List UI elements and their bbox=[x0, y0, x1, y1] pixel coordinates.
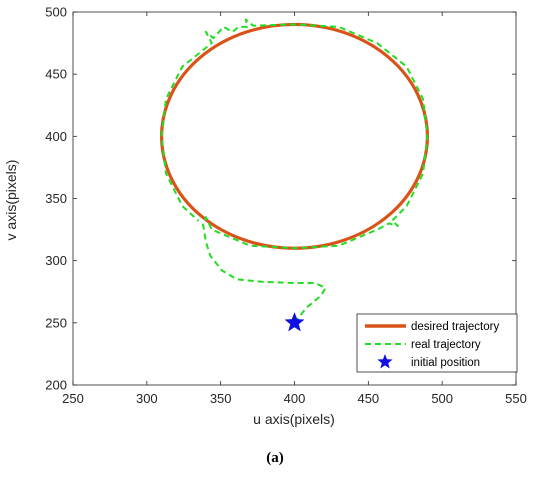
plot-traces bbox=[160, 18, 429, 332]
y-tick-label: 500 bbox=[45, 5, 67, 20]
x-tick-label: 450 bbox=[357, 391, 379, 406]
x-axis-label: u axis(pixels) bbox=[253, 411, 335, 427]
y-tick-label: 450 bbox=[45, 67, 67, 82]
figure-caption: (a) bbox=[266, 450, 284, 466]
initial-position-marker bbox=[284, 312, 305, 332]
y-tick-label: 200 bbox=[45, 378, 67, 393]
y-tick-label: 350 bbox=[45, 191, 67, 206]
legend-label-initial: initial position bbox=[411, 357, 480, 369]
legend-star-marker bbox=[377, 354, 393, 369]
x-tick-label: 350 bbox=[210, 391, 232, 406]
series-real-trajectory bbox=[160, 18, 429, 324]
y-tick-label: 250 bbox=[45, 315, 67, 330]
legend-label-desired: desired trajectory bbox=[411, 321, 499, 333]
y-axis-ticks: 200 250 300 350 400 450 500 bbox=[45, 5, 516, 393]
legend: desired trajectory real trajectory initi… bbox=[356, 313, 518, 373]
x-tick-label: 500 bbox=[431, 391, 453, 406]
x-tick-label: 550 bbox=[505, 391, 527, 406]
x-axis-ticks: 250 300 350 400 450 500 550 bbox=[62, 12, 527, 406]
x-tick-label: 400 bbox=[284, 391, 306, 406]
y-tick-label: 300 bbox=[45, 253, 67, 268]
y-tick-label: 400 bbox=[45, 129, 67, 144]
y-axis-label: v axis(pixels) bbox=[3, 160, 19, 241]
x-tick-label: 250 bbox=[62, 391, 84, 406]
legend-label-real: real trajectory bbox=[411, 339, 481, 351]
x-tick-label: 300 bbox=[136, 391, 158, 406]
